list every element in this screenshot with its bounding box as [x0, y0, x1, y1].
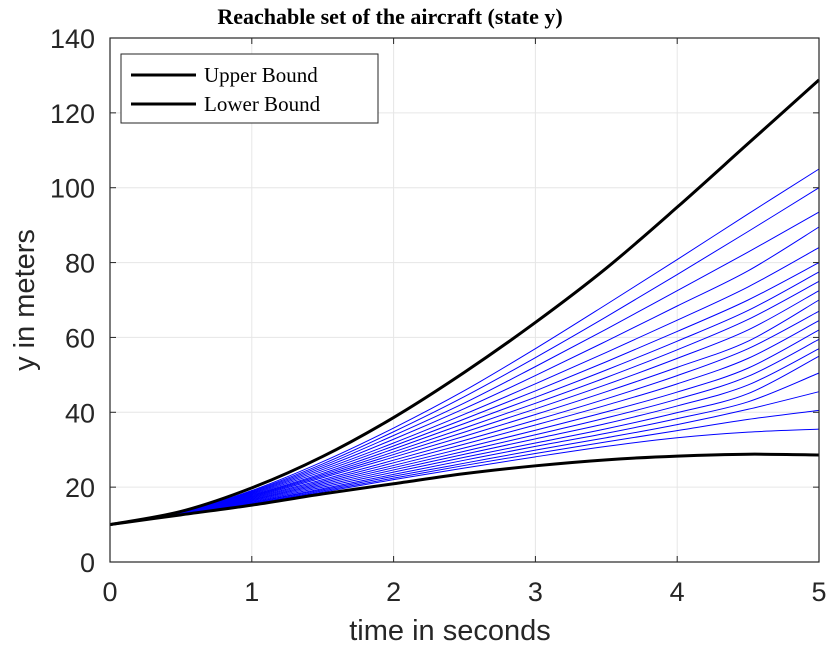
- lower-bound-line: [109, 452, 820, 527]
- y-axis-label: y in meters: [9, 229, 41, 371]
- legend-upper-bound-label: Upper Bound: [204, 63, 318, 87]
- x-tick-label: 5: [811, 577, 826, 607]
- y-tick-label: 0: [80, 548, 95, 578]
- legend-box: [120, 53, 379, 124]
- trajectory-line: [109, 280, 820, 526]
- upper-bound-line: [109, 78, 821, 527]
- x-tick-label: 2: [386, 577, 401, 607]
- trajectory-line: [109, 168, 820, 526]
- trajectory-line: [109, 391, 820, 526]
- y-tick-label: 120: [50, 99, 95, 129]
- axis-ticks: 0 1 2 3 4 5 0 20 40 60 80 100 120 140: [50, 24, 827, 607]
- series-layer: [109, 78, 821, 527]
- trajectory-line: [109, 290, 820, 526]
- trajectory-line: [109, 262, 820, 526]
- trajectory-line: [109, 320, 820, 526]
- trajectory-line: [109, 187, 820, 526]
- y-tick-label: 40: [65, 398, 95, 428]
- x-tick-label: 3: [528, 577, 543, 607]
- y-tick-label: 100: [50, 174, 95, 204]
- trajectory-line: [109, 310, 820, 526]
- x-tick-label: 1: [244, 577, 259, 607]
- trajectory-line: [109, 226, 820, 526]
- legend: Upper Bound Lower Bound: [120, 53, 379, 124]
- trajectory-line: [109, 211, 820, 526]
- y-tick-label: 80: [65, 249, 95, 279]
- chart-title: Reachable set of the aircraft (state y): [217, 4, 562, 29]
- trajectory-line: [109, 355, 820, 526]
- y-tick-label: 140: [50, 24, 95, 54]
- y-tick-label: 60: [65, 323, 95, 353]
- legend-lower-bound-label: Lower Bound: [204, 92, 321, 116]
- x-tick-label: 4: [670, 577, 685, 607]
- x-tick-label: 0: [102, 577, 117, 607]
- plot-frame: [109, 37, 820, 563]
- trajectory-line: [109, 329, 820, 526]
- x-axis-label: time in seconds: [349, 615, 551, 646]
- y-tick-label: 20: [65, 473, 95, 503]
